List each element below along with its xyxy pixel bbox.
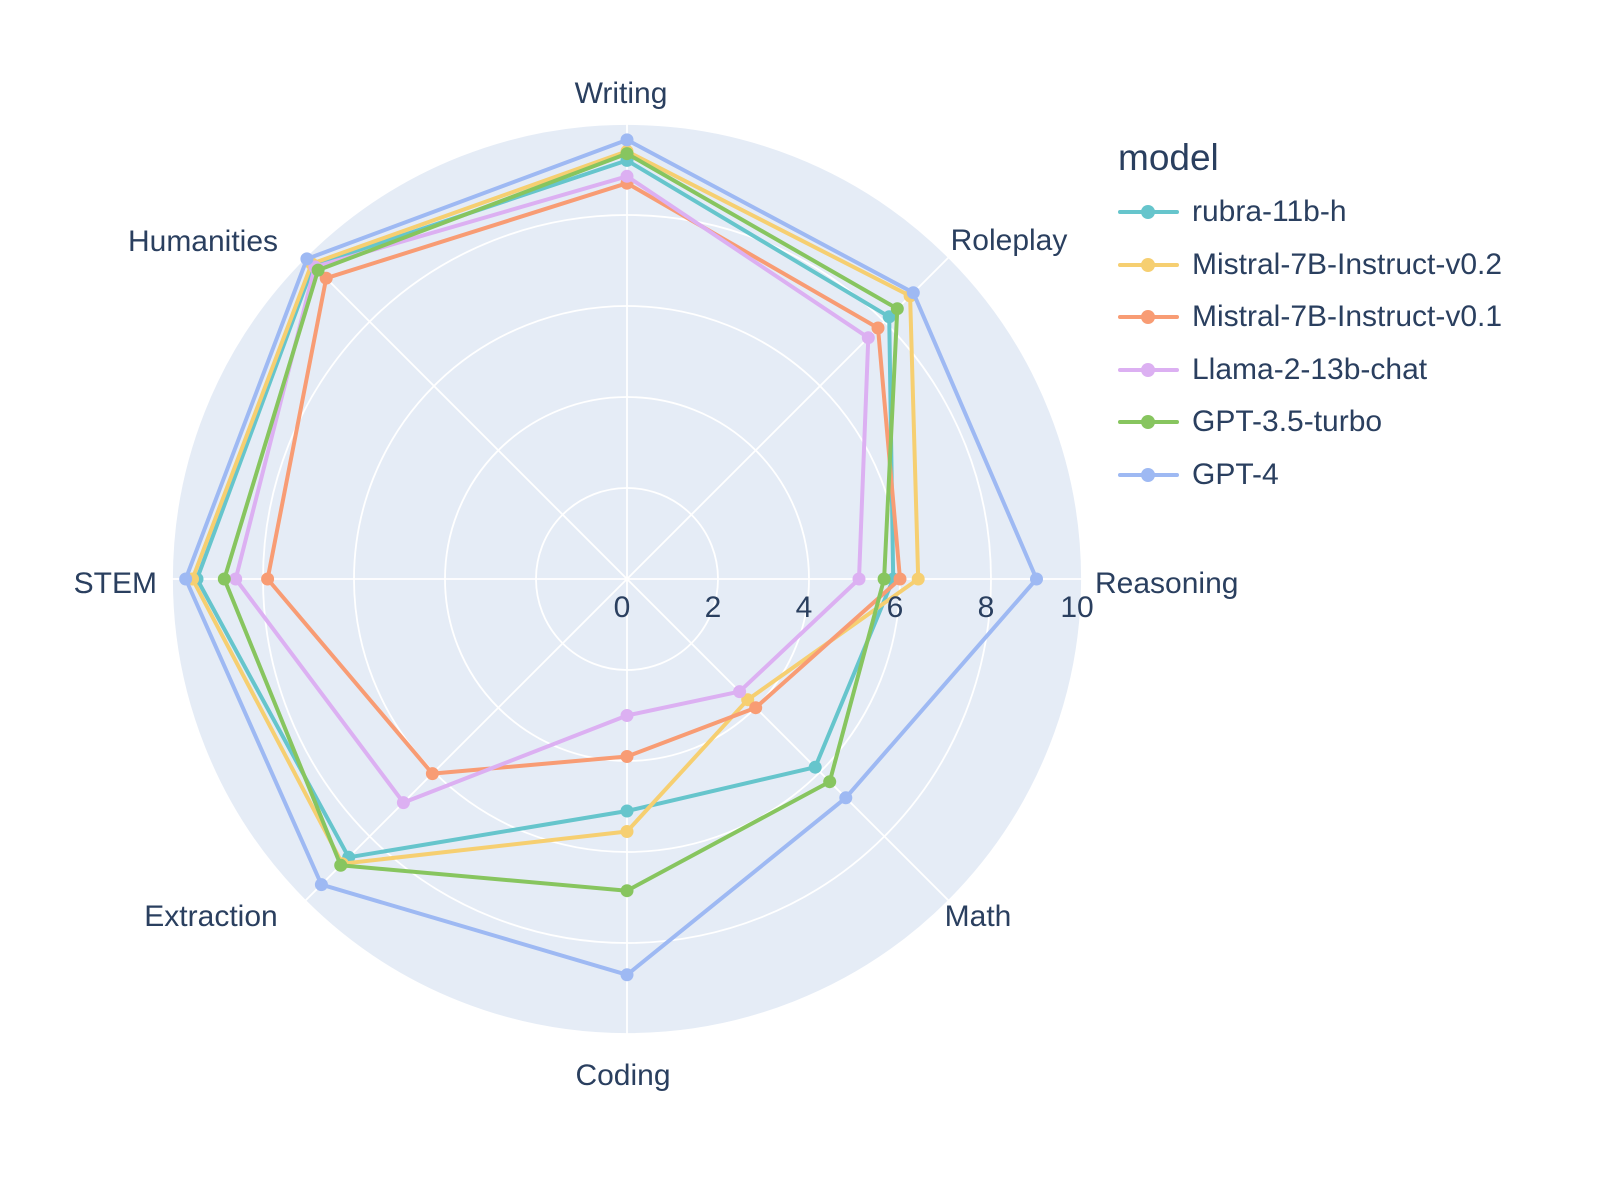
axis-label-stem: STEM — [74, 567, 157, 600]
data-point-gpt-4-reasoning — [1030, 572, 1043, 586]
data-point-mistral-7b-instruct-v0-1-extraction — [425, 767, 439, 781]
data-point-gpt-3-5-turbo-extraction — [334, 858, 348, 872]
axis-label-math: Math — [945, 900, 1012, 933]
legend-swatch-icon — [1118, 415, 1179, 430]
data-point-mistral-7b-instruct-v0-1-stem — [261, 572, 275, 586]
legend-swatch-dot — [1141, 362, 1155, 377]
data-point-gpt-3-5-turbo-reasoning — [877, 572, 891, 586]
legend-swatch-dot — [1141, 205, 1155, 220]
data-point-mistral-7b-instruct-v0-1-math — [749, 701, 763, 715]
data-point-llama-2-13b-chat-stem — [229, 572, 243, 586]
legend-item-label: GPT-4 — [1192, 457, 1279, 491]
radial-tick-label-10: 10 — [1060, 591, 1093, 624]
legend-item-mistral-7b-instruct-v0-1[interactable]: Mistral-7B-Instruct-v0.1 — [1118, 291, 1502, 344]
data-point-mistral-7b-instruct-v0-2-math — [741, 693, 755, 707]
legend-item-label: Mistral-7B-Instruct-v0.2 — [1192, 247, 1503, 281]
data-point-llama-2-13b-chat-reasoning — [852, 572, 866, 586]
data-point-gpt-4-roleplay — [906, 286, 920, 300]
data-point-gpt-4-extraction — [314, 878, 328, 892]
legend-swatch-icon — [1118, 467, 1179, 482]
legend-item-gpt-4[interactable]: GPT-4 — [1118, 449, 1502, 502]
angular-gridline-humanities — [304, 256, 628, 580]
legend-swatch-icon — [1118, 310, 1179, 325]
legend-item-gpt-3-5-turbo[interactable]: GPT-3.5-turbo — [1118, 396, 1502, 449]
series-gpt-4 — [179, 133, 1043, 982]
data-point-mistral-7b-instruct-v0-2-coding — [620, 825, 634, 838]
data-point-mistral-7b-instruct-v0-1-humanities — [319, 271, 333, 285]
legend-swatch-dot — [1141, 415, 1155, 430]
legend-item-label: Llama-2-13b-chat — [1192, 352, 1428, 386]
data-point-rubra-11b-h-roleplay — [882, 310, 896, 324]
radial-tick-label-2: 2 — [705, 591, 722, 624]
data-point-gpt-3-5-turbo-stem — [217, 572, 231, 586]
radial-tick-label-6: 6 — [887, 591, 904, 624]
data-point-gpt-3-5-turbo-writing — [620, 147, 634, 161]
data-point-gpt-3-5-turbo-humanities — [311, 263, 325, 277]
data-point-gpt-3-5-turbo-coding — [620, 884, 634, 898]
legend-item-llama-2-13b-chat[interactable]: Llama-2-13b-chat — [1118, 344, 1502, 397]
data-point-rubra-11b-h-coding — [620, 804, 634, 818]
data-point-mistral-7b-instruct-v0-1-reasoning — [893, 572, 907, 586]
radial-tick-label-0: 0 — [614, 591, 631, 624]
data-point-llama-2-13b-chat-roleplay — [861, 331, 875, 345]
data-point-llama-2-13b-chat-writing — [620, 169, 634, 183]
data-point-llama-2-13b-chat-coding — [620, 709, 634, 722]
series-gpt-3-5-turbo — [217, 147, 904, 898]
data-point-gpt-4-stem — [179, 572, 193, 586]
axis-label-humanities: Humanities — [128, 225, 278, 258]
data-point-mistral-7b-instruct-v0-1-roleplay — [871, 321, 885, 335]
radial-tick-labels: 0 2 4 6 8 10 — [614, 591, 1094, 624]
data-point-llama-2-13b-chat-extraction — [396, 796, 410, 810]
axis-label-coding: Coding — [575, 1059, 670, 1092]
legend: model rubra-11b-h Mistral-7B-Instruct-v0.… — [1118, 138, 1502, 501]
axis-label-writing: Writing — [575, 77, 668, 110]
legend-item-label: rubra-11b-h — [1192, 195, 1347, 229]
data-point-mistral-7b-instruct-v0-1-coding — [620, 750, 634, 763]
category-labels: Writing Roleplay Reasoning Math Coding Extrac… — [74, 77, 1239, 1092]
radial-tick-label-8: 8 — [978, 591, 995, 624]
data-point-gpt-4-coding — [620, 968, 634, 982]
data-point-llama-2-13b-chat-math — [733, 685, 747, 699]
legend-item-mistral-7b-instruct-v0-2[interactable]: Mistral-7B-Instruct-v0.2 — [1118, 239, 1502, 292]
data-point-gpt-3-5-turbo-roleplay — [890, 302, 904, 316]
legend-swatch-dot — [1141, 257, 1155, 272]
axis-label-roleplay: Roleplay — [951, 224, 1068, 257]
radial-tick-label-4: 4 — [796, 591, 813, 624]
data-point-gpt-4-math — [839, 791, 853, 805]
data-point-gpt-4-writing — [620, 133, 634, 147]
data-point-rubra-11b-h-math — [808, 760, 822, 774]
legend-swatch-icon — [1118, 362, 1179, 377]
legend-items: rubra-11b-h Mistral-7B-Instruct-v0.2 Mistr… — [1118, 186, 1502, 501]
data-point-gpt-3-5-turbo-math — [823, 775, 837, 789]
legend-swatch-dot — [1141, 310, 1155, 325]
data-point-gpt-4-humanities — [300, 252, 314, 266]
legend-item-label: GPT-3.5-turbo — [1192, 405, 1383, 439]
data-point-mistral-7b-instruct-v0-2-reasoning — [911, 572, 925, 586]
legend-swatch-icon — [1118, 257, 1179, 272]
axis-label-extraction: Extraction — [144, 900, 277, 933]
legend-title: model — [1118, 137, 1219, 178]
legend-item-rubra-11b-h[interactable]: rubra-11b-h — [1118, 186, 1502, 239]
angular-gridline-math — [626, 578, 950, 902]
legend-swatch-icon — [1118, 205, 1179, 220]
angular-gridline-extraction — [304, 578, 628, 902]
axis-label-reasoning: Reasoning — [1095, 567, 1238, 600]
legend-item-label: Mistral-7B-Instruct-v0.1 — [1192, 300, 1503, 334]
legend-swatch-dot — [1141, 467, 1155, 482]
